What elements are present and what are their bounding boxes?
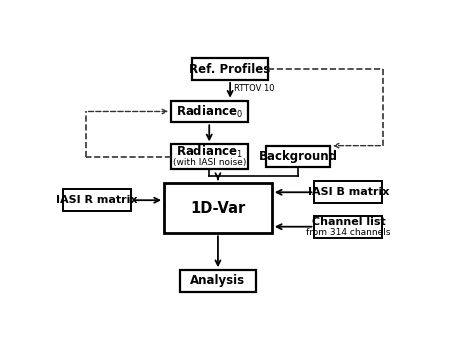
Text: Channel list: Channel list [312,217,385,227]
Bar [63,189,131,211]
Bar [266,146,330,168]
Bar [171,100,247,122]
Text: Analysis: Analysis [190,275,246,288]
Text: Background: Background [259,150,338,163]
Bar [180,270,256,292]
Bar [314,181,383,203]
Bar [171,144,247,169]
Text: IASI B matrix: IASI B matrix [308,187,389,197]
Text: RTTOV 10: RTTOV 10 [234,85,275,94]
Text: Radiance$_1$: Radiance$_1$ [176,144,243,160]
Text: (with IASI noise): (with IASI noise) [172,158,246,167]
Text: 1D-Var: 1D-Var [190,201,246,216]
Bar [164,183,272,233]
Bar [192,58,269,80]
Text: from 314 channels: from 314 channels [306,228,391,237]
Bar [314,216,383,238]
Text: Radiance$_0$: Radiance$_0$ [176,104,243,119]
Text: IASI R matrix: IASI R matrix [57,195,138,205]
Text: Ref. Profiles: Ref. Profiles [189,63,271,76]
